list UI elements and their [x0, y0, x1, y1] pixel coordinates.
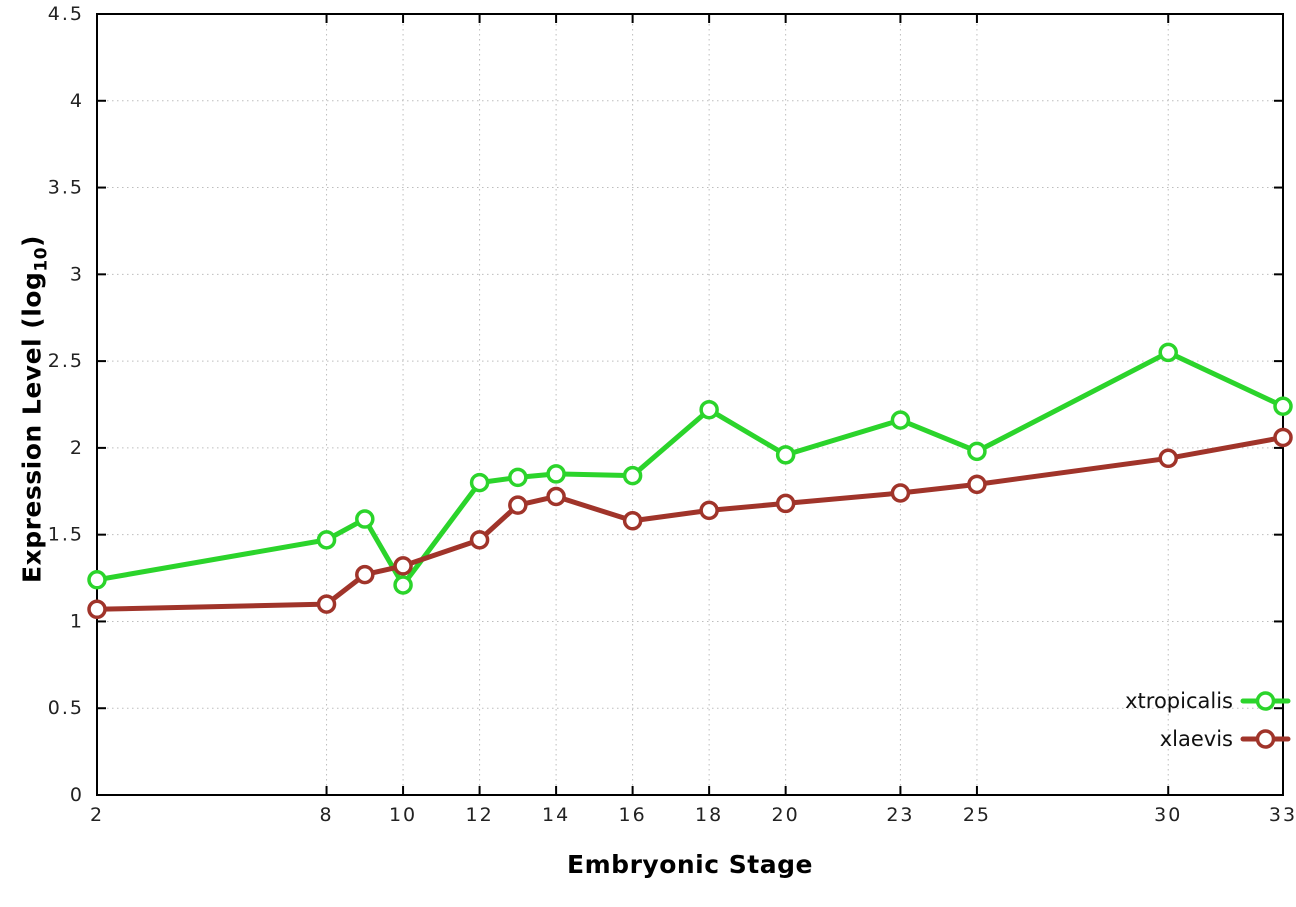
y-axis-title-subscript: 10	[31, 246, 52, 272]
legend-sample-marker-xlaevis	[1255, 729, 1276, 749]
series-marker-xtropicalis	[508, 467, 528, 488]
series-marker-xlaevis	[508, 495, 528, 515]
series-marker-xtropicalis	[87, 570, 107, 590]
y-axis-title-main: Expression Level (log	[17, 271, 47, 583]
y-tick-label: 3	[70, 263, 84, 285]
legend-label-xtropicalis: xtropicalis	[1125, 689, 1233, 713]
y-tick-label: 3.5	[48, 177, 84, 199]
series-marker-xtropicalis	[622, 465, 643, 486]
x-tick-label: 14	[542, 804, 570, 826]
series-marker-xtropicalis	[1158, 342, 1178, 363]
series-marker-xlaevis	[393, 556, 413, 576]
y-tick-label: 1	[70, 610, 84, 632]
x-tick-label: 8	[320, 804, 334, 826]
y-tick-label: 4	[70, 90, 84, 112]
x-tick-label: 16	[619, 804, 647, 826]
series-marker-xlaevis	[1273, 427, 1293, 448]
x-axis-title: Embryonic Stage	[567, 850, 813, 879]
series-marker-xtropicalis	[1273, 396, 1293, 416]
y-axis-title: Expression Level (log10)	[18, 19, 52, 800]
y-tick-label: 1.5	[48, 524, 84, 546]
plot-border	[96, 13, 1284, 796]
x-tick-label: 12	[465, 804, 493, 826]
x-tick-label: 2	[90, 804, 104, 826]
series-marker-xlaevis	[87, 599, 107, 620]
legend-sample-marker-xtropicalis	[1255, 691, 1276, 711]
legend-label-xlaevis: xlaevis	[1160, 727, 1233, 751]
series-marker-xlaevis	[546, 486, 566, 507]
series-marker-xlaevis	[622, 511, 643, 531]
x-tick-label: 25	[963, 804, 991, 826]
x-tick-label: 30	[1154, 804, 1182, 826]
series-marker-xtropicalis	[699, 399, 719, 420]
x-tick-label: 23	[886, 804, 914, 826]
series-marker-xtropicalis	[890, 410, 911, 430]
y-tick-label: 2.5	[48, 350, 84, 372]
series-marker-xlaevis	[699, 500, 719, 521]
series-marker-xlaevis	[1158, 448, 1178, 469]
x-tick-label: 18	[695, 804, 723, 826]
series-marker-xtropicalis	[355, 509, 375, 529]
x-tick-label: 10	[389, 804, 417, 826]
series-marker-xtropicalis	[393, 575, 413, 595]
series-marker-xlaevis	[469, 530, 490, 550]
series-marker-xtropicalis	[546, 464, 566, 484]
x-tick-label: 33	[1269, 804, 1296, 826]
x-tick-label: 20	[772, 804, 800, 826]
series-marker-xtropicalis	[775, 445, 796, 465]
y-tick-label: 2	[70, 437, 84, 459]
y-tick-label: 4.5	[48, 3, 84, 25]
y-tick-label: 0.5	[48, 697, 84, 719]
series-marker-xtropicalis	[469, 472, 490, 493]
series-marker-xtropicalis	[316, 530, 337, 550]
series-line-xlaevis	[94, 434, 1286, 612]
series-marker-xlaevis	[967, 474, 987, 495]
series-marker-xlaevis	[890, 483, 911, 503]
y-axis-title-close: )	[17, 235, 47, 247]
series-marker-xtropicalis	[967, 441, 987, 462]
series-marker-xlaevis	[355, 564, 375, 585]
y-tick-label: 0	[70, 784, 84, 806]
series-line-xtropicalis	[94, 349, 1286, 588]
series-marker-xlaevis	[775, 493, 796, 514]
series-marker-xlaevis	[316, 594, 337, 614]
